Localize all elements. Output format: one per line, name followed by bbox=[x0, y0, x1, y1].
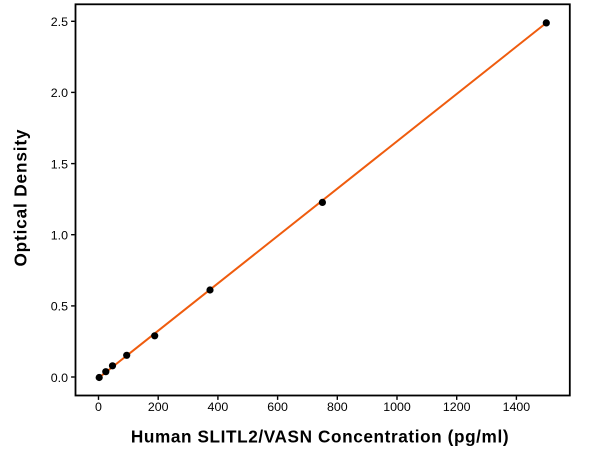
svg-text:1200: 1200 bbox=[443, 400, 471, 414]
svg-text:2.0: 2.0 bbox=[51, 86, 68, 100]
svg-text:800: 800 bbox=[327, 400, 348, 414]
svg-text:200: 200 bbox=[148, 400, 169, 414]
svg-text:Optical Density: Optical Density bbox=[11, 129, 31, 267]
svg-text:1000: 1000 bbox=[383, 400, 411, 414]
svg-text:600: 600 bbox=[267, 400, 288, 414]
svg-text:1.5: 1.5 bbox=[51, 157, 68, 171]
svg-text:0: 0 bbox=[95, 400, 102, 414]
svg-text:0.5: 0.5 bbox=[51, 300, 68, 314]
svg-text:2.5: 2.5 bbox=[51, 15, 68, 29]
svg-text:1400: 1400 bbox=[503, 400, 531, 414]
svg-text:400: 400 bbox=[208, 400, 229, 414]
svg-text:0.0: 0.0 bbox=[51, 371, 68, 385]
svg-text:Human SLITL2/VASN Concentratio: Human SLITL2/VASN Concentration (pg/ml) bbox=[131, 427, 509, 447]
svg-text:1.0: 1.0 bbox=[51, 228, 68, 242]
